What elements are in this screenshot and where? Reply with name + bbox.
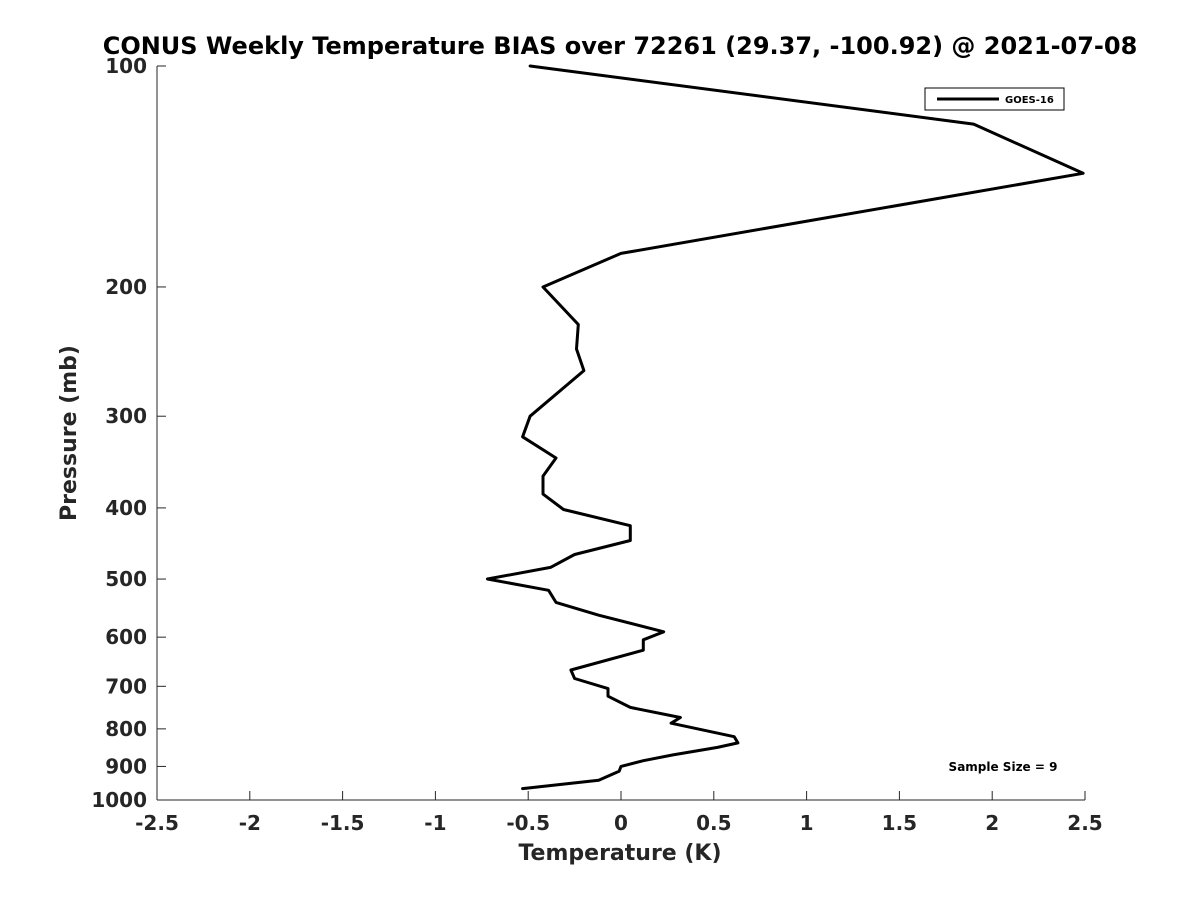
x-tick-label: -0.5 — [506, 811, 550, 835]
x-tick-label: -2.5 — [135, 811, 179, 835]
x-axis-label: Temperature (K) — [518, 841, 721, 866]
x-tick-label: 1 — [800, 811, 814, 835]
y-tick-label: 600 — [105, 625, 147, 649]
y-tick-label: 900 — [105, 754, 147, 778]
y-tick-label: 800 — [105, 717, 147, 741]
x-tick-label: 1.5 — [882, 811, 917, 835]
y-tick-label: 100 — [105, 54, 147, 78]
x-tick-label: 2 — [985, 811, 999, 835]
y-tick-label: 200 — [105, 275, 147, 299]
x-axis-ticks: -2.5 -2 -1.5 -1 -0.5 0 0.5 1 1.5 2 2.5 — [135, 791, 1103, 835]
legend-entry-label: GOES-16 — [1005, 95, 1054, 106]
legend: GOES-16 — [924, 87, 1065, 111]
x-tick-label: 2.5 — [1067, 811, 1102, 835]
y-tick-label: 500 — [105, 567, 147, 591]
series-line-goes-16 — [485, 64, 1085, 791]
y-axis-ticks: 100 200 300 400 500 600 700 800 900 1000 — [91, 54, 166, 812]
y-tick-label: 300 — [105, 404, 147, 428]
y-tick-label: 400 — [105, 496, 147, 520]
chart-title: CONUS Weekly Temperature BIAS over 72261… — [103, 32, 1138, 60]
x-tick-label: 0 — [614, 811, 628, 835]
x-tick-label: -1.5 — [321, 811, 365, 835]
y-axis-label: Pressure (mb) — [57, 345, 82, 521]
y-tick-label: 1000 — [91, 788, 147, 812]
series-layer — [485, 64, 1085, 791]
sample-size-annotation: Sample Size = 9 — [949, 760, 1058, 774]
y-tick-label: 700 — [105, 674, 147, 698]
x-tick-label: -1 — [424, 811, 446, 835]
x-tick-label: -2 — [239, 811, 261, 835]
x-tick-label: 0.5 — [696, 811, 731, 835]
